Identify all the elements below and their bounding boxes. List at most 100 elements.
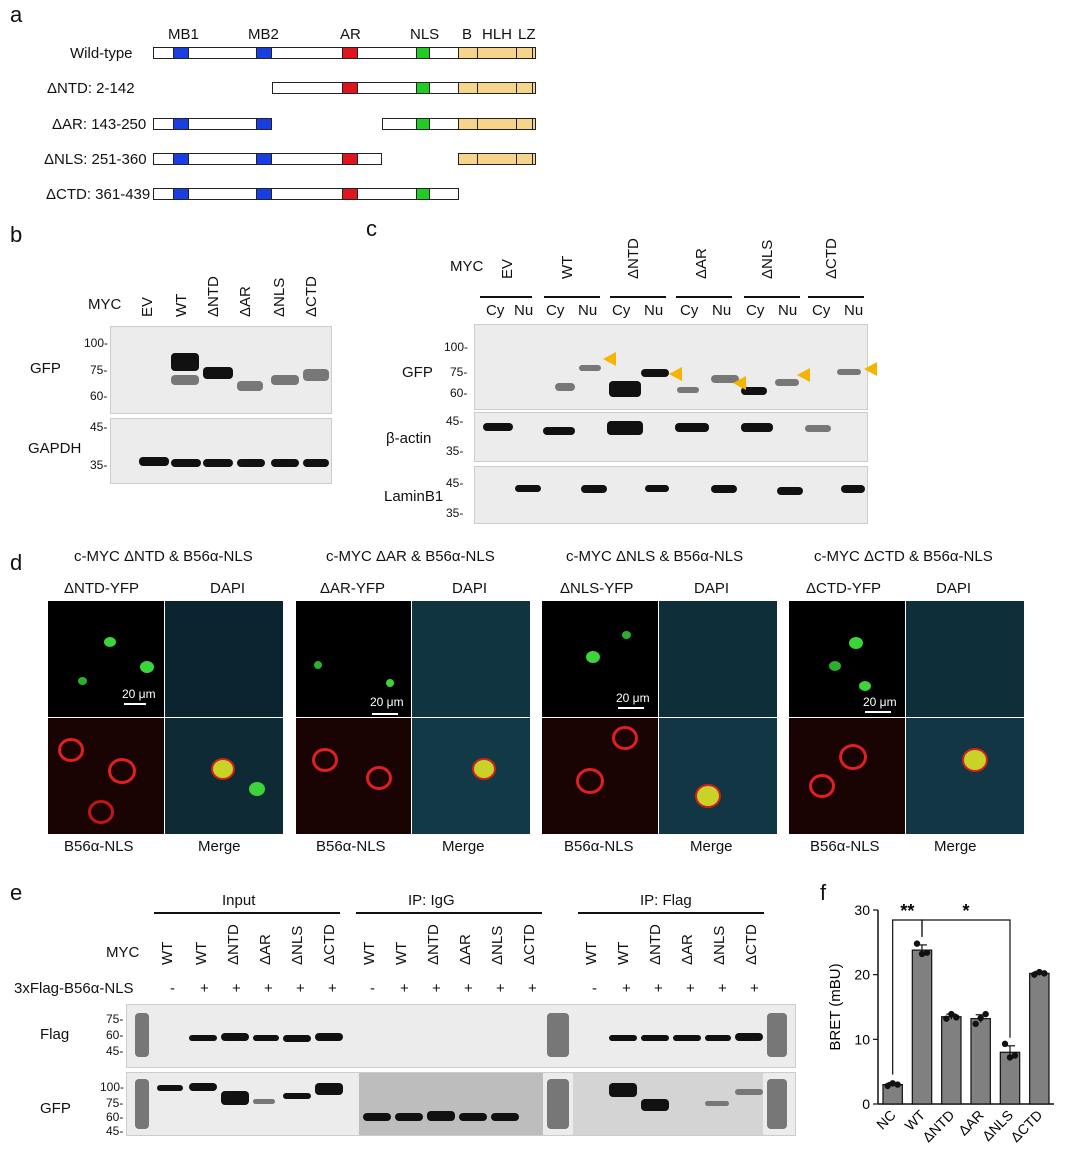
treatment-sign: + xyxy=(232,980,241,997)
marker: 100- xyxy=(84,336,109,350)
fraction-label: Cy xyxy=(746,302,765,319)
marker: 100- xyxy=(100,1080,125,1094)
dapi-image xyxy=(412,601,530,717)
marker: 75- xyxy=(106,1012,124,1026)
treatment-sign: + xyxy=(200,980,209,997)
yfp-image: 20 μm xyxy=(789,601,905,717)
arrowhead-icon xyxy=(864,362,877,376)
nls-domain xyxy=(416,82,430,94)
yfp-image: 20 μm xyxy=(296,601,411,717)
channel-label: B56α-NLS xyxy=(316,838,386,855)
nls-domain xyxy=(416,47,430,59)
data-point xyxy=(1006,1054,1014,1061)
arrowhead-icon xyxy=(669,367,682,381)
data-point xyxy=(918,950,926,958)
micrograph-title: c-MYC ΔNLS & B56α-NLS xyxy=(566,548,744,565)
bar xyxy=(970,1018,991,1105)
treatment-sign: + xyxy=(464,980,473,997)
micrograph-title: c-MYC ΔNTD & B56α-NLS xyxy=(74,548,253,565)
channel-label: Merge xyxy=(690,838,733,855)
data-point xyxy=(977,1014,984,1022)
treatment-sign: + xyxy=(718,980,727,997)
scale-bar-label: 20 μm xyxy=(863,695,897,709)
treatment-sign: + xyxy=(432,980,441,997)
construct-dar-bar1 xyxy=(153,118,271,130)
treatment-sign: + xyxy=(328,980,337,997)
data-point xyxy=(948,1010,955,1018)
significance-bracket xyxy=(921,919,1011,1038)
scale-bar-label: 20 μm xyxy=(370,695,404,709)
data-point xyxy=(943,1015,950,1022)
data-point xyxy=(1011,1052,1019,1059)
channel-label: DAPI xyxy=(694,580,730,597)
actin-blot xyxy=(474,412,868,462)
b56-image xyxy=(542,718,658,834)
data-point xyxy=(972,1020,979,1028)
data-point xyxy=(1001,1040,1009,1048)
domain-mb1-label: MB1 xyxy=(168,26,199,43)
b56-image xyxy=(48,718,164,834)
fraction-label: Nu xyxy=(644,302,664,319)
domain-hlh-label: HLH xyxy=(482,26,513,43)
channel-label: Merge xyxy=(198,838,241,855)
y-axis-label: BRET (mBU) xyxy=(827,963,844,1050)
ar-domain xyxy=(342,188,358,200)
mb2-domain xyxy=(256,153,272,165)
lane-label: EV xyxy=(499,258,516,279)
lane-label: WT xyxy=(559,255,576,279)
construct-dntd-label: ΔNTD: 2-142 xyxy=(47,80,135,97)
fraction-label: Cy xyxy=(680,302,699,319)
panel-a-label: a xyxy=(10,2,23,27)
lane-label: ΔAR xyxy=(257,934,274,965)
lane-label: ΔCTD xyxy=(303,276,320,317)
y-tick-label: 30 xyxy=(854,902,870,918)
yfp-image: 20 μm xyxy=(48,601,164,717)
micrograph-title: c-MYC ΔAR & B56α-NLS xyxy=(326,548,495,565)
y-tick-label: 10 xyxy=(854,1031,870,1047)
fraction-label: Nu xyxy=(712,302,732,319)
construct-dar-label: ΔAR: 143-250 xyxy=(52,116,147,133)
data-point xyxy=(1031,971,1038,978)
channel-label: ΔCTD-YFP xyxy=(806,580,882,597)
marker: 45- xyxy=(446,414,464,428)
blot-gfp-label: GFP xyxy=(402,364,433,381)
data-point xyxy=(923,949,931,956)
dapi-image xyxy=(659,601,777,717)
marker: 60- xyxy=(106,1110,124,1124)
channel-label: ΔNLS-YFP xyxy=(560,580,634,597)
b56-image xyxy=(296,718,411,834)
nls-domain xyxy=(416,118,430,130)
yfp-image: 20 μm xyxy=(542,601,658,717)
group-label: Input xyxy=(222,892,256,909)
flag-blot xyxy=(126,1004,796,1068)
lane-label: ΔCTD xyxy=(743,924,760,965)
nls-domain xyxy=(416,188,430,200)
mb1-domain xyxy=(173,153,189,165)
mb1-domain xyxy=(173,118,189,130)
arrowhead-icon xyxy=(733,376,746,390)
channel-label: ΔAR-YFP xyxy=(320,580,386,597)
channel-label: B56α-NLS xyxy=(810,838,880,855)
fraction-label: Nu xyxy=(778,302,798,319)
marker: 60- xyxy=(90,389,108,403)
lane-label: ΔNTD xyxy=(225,924,242,965)
bar xyxy=(941,1016,962,1105)
channel-label: Merge xyxy=(442,838,485,855)
significance-label: * xyxy=(962,901,969,921)
fraction-label: Nu xyxy=(844,302,864,319)
marker: 45- xyxy=(90,420,108,434)
lane-label: ΔCTD xyxy=(823,238,840,279)
fraction-label: Cy xyxy=(546,302,565,319)
channel-label: DAPI xyxy=(936,580,972,597)
construct-dnls-label: ΔNLS: 251-360 xyxy=(44,151,147,168)
panel-d-label: d xyxy=(10,550,23,575)
fraction-label: Nu xyxy=(578,302,598,319)
lane-label: ΔAR xyxy=(679,934,696,965)
treatment-sign: + xyxy=(528,980,537,997)
domain-lz-label: LZ xyxy=(518,26,536,43)
domain-nls-label: NLS xyxy=(410,26,440,43)
lane-label: WT xyxy=(393,941,410,965)
myc-label: MYC xyxy=(106,944,140,961)
ar-domain xyxy=(342,82,358,94)
panel-c-label: c xyxy=(366,216,377,241)
